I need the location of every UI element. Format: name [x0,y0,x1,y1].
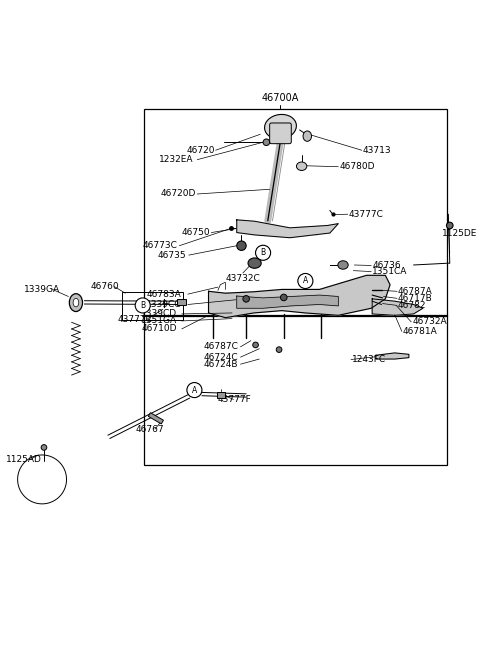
Text: A: A [303,276,308,285]
Bar [122,293,183,319]
Text: B: B [140,301,145,310]
Circle shape [446,222,453,229]
Text: 43732C: 43732C [226,274,260,283]
Text: 46780D: 46780D [339,162,375,171]
Text: 43777F: 43777F [218,395,252,404]
Polygon shape [372,299,423,316]
Text: 1351CA: 1351CA [372,267,408,276]
Ellipse shape [264,114,297,139]
Text: 46717B: 46717B [398,294,433,303]
Text: 46724C: 46724C [204,353,238,361]
FancyBboxPatch shape [270,123,291,144]
Text: 46783A: 46783A [147,290,182,298]
Polygon shape [237,220,338,237]
Text: 46735: 46735 [158,251,186,260]
Text: 46787A: 46787A [398,287,433,296]
Text: 46767: 46767 [136,424,165,434]
Circle shape [255,245,271,260]
Polygon shape [148,413,164,424]
Text: B: B [261,248,265,257]
Circle shape [276,347,282,352]
Circle shape [280,294,287,300]
Circle shape [253,342,258,348]
Text: 46760: 46760 [91,282,120,291]
Bar [144,315,447,465]
Text: 46773C: 46773C [142,241,177,250]
Circle shape [243,296,250,302]
Bar [217,392,226,398]
Ellipse shape [237,241,246,251]
Circle shape [187,383,202,397]
Ellipse shape [248,258,261,268]
Text: 1125AD: 1125AD [6,455,42,464]
Text: 46750: 46750 [181,228,210,237]
Ellipse shape [338,260,348,269]
Text: A: A [192,386,197,394]
Text: 46710D: 46710D [142,325,177,333]
Text: 46781A: 46781A [403,327,437,336]
Text: 1339GA: 1339GA [24,285,60,294]
Ellipse shape [297,162,307,171]
Text: 46787C: 46787C [204,342,238,352]
Ellipse shape [303,131,312,141]
Ellipse shape [69,294,83,312]
Bar [178,299,186,305]
Circle shape [135,298,150,313]
Circle shape [299,274,312,288]
Text: 1351GA: 1351GA [141,316,177,325]
Text: 43777C: 43777C [348,210,384,218]
Text: 46700A: 46700A [262,93,299,103]
Circle shape [41,445,47,450]
Text: 46720: 46720 [186,146,215,155]
Text: 46720D: 46720D [160,190,196,199]
Text: 1243FC: 1243FC [352,355,386,364]
Text: A: A [192,386,197,394]
Bar [144,110,447,316]
Circle shape [187,382,202,398]
Text: 43713: 43713 [363,146,391,155]
Text: B: B [261,248,265,257]
Polygon shape [376,353,409,359]
Polygon shape [208,276,390,318]
Text: 46736: 46736 [372,261,401,270]
Polygon shape [237,295,338,308]
Circle shape [263,139,270,146]
Text: 1339CD: 1339CD [141,310,177,318]
Circle shape [298,274,313,289]
Text: 46724B: 46724B [204,359,238,369]
Text: 46732A: 46732A [412,318,447,327]
Text: 1232EA: 1232EA [159,155,193,164]
Circle shape [256,246,270,260]
Text: 43777C: 43777C [117,315,152,324]
Text: 1339CC: 1339CC [146,300,182,309]
Text: 46782: 46782 [398,301,427,310]
Ellipse shape [73,298,79,307]
Text: A: A [303,276,308,285]
Text: 1125DE: 1125DE [442,230,477,238]
